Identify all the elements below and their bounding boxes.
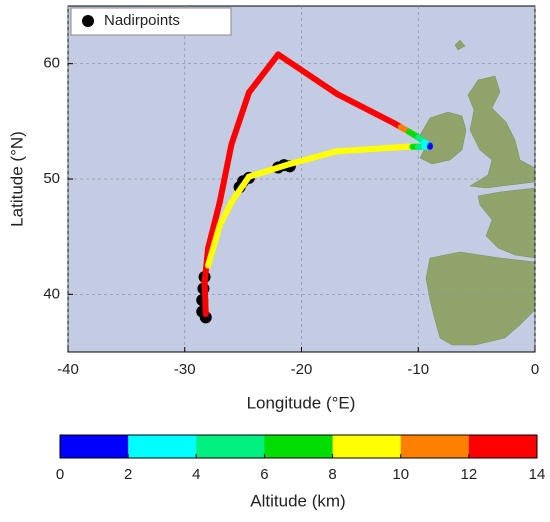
- y-tick-label: 50: [43, 170, 60, 187]
- track-point: [202, 310, 209, 317]
- track-segment: [228, 173, 252, 206]
- track-point: [201, 279, 208, 286]
- legend-label: Nadirpoints: [104, 12, 180, 29]
- track-segment: [205, 222, 223, 269]
- track-segment: [205, 199, 223, 252]
- track-point: [397, 124, 404, 131]
- track-segment: [216, 141, 235, 206]
- colorbar-tick-label: 8: [328, 466, 336, 483]
- track-point: [415, 134, 422, 141]
- track-point: [216, 199, 223, 206]
- y-tick-label: 40: [43, 285, 60, 302]
- track-segment: [286, 148, 340, 168]
- y-tick-label: 60: [43, 55, 60, 72]
- colorbar-tick-label: 4: [192, 466, 200, 483]
- track-point: [228, 141, 235, 148]
- colorbar-tick-label: 6: [260, 466, 268, 483]
- colorbar-tick-label: 10: [392, 466, 409, 483]
- colorbar-frame: [59, 434, 538, 459]
- x-tick-label: -10: [407, 361, 429, 378]
- track-segment: [333, 90, 398, 127]
- track-point: [333, 90, 340, 97]
- track-segment: [216, 199, 235, 229]
- track-point: [333, 148, 340, 155]
- x-axis-label: Longitude (°E): [247, 393, 356, 412]
- colorbar-label: Altitude (km): [250, 491, 345, 510]
- track-point: [245, 89, 252, 96]
- colorbar-cell: [468, 435, 538, 458]
- colorbar-cell: [128, 435, 197, 458]
- track-point: [245, 173, 252, 180]
- track-segment: [201, 279, 209, 317]
- track-point: [409, 143, 416, 150]
- colorbar-cell: [60, 435, 129, 458]
- track-point: [426, 143, 433, 150]
- track-point: [415, 143, 422, 150]
- track-point: [205, 262, 212, 269]
- track-point: [403, 143, 410, 150]
- x-tick-label: -30: [174, 361, 196, 378]
- y-axis-label: Latitude (°N): [7, 131, 26, 227]
- x-tick-label: 0: [531, 361, 539, 378]
- track-segment: [245, 51, 282, 96]
- colorbar-tick-label: 12: [461, 466, 478, 483]
- colorbar-cell: [400, 435, 470, 458]
- track-segment: [245, 161, 293, 180]
- track-segment: [228, 89, 252, 148]
- legend-marker: [82, 15, 94, 27]
- track-segment: [275, 51, 340, 97]
- colorbar-cell: [332, 435, 402, 458]
- track-point: [216, 222, 223, 229]
- colorbar-cell: [196, 435, 265, 458]
- colorbar-cell: [264, 435, 334, 458]
- track-point: [421, 143, 428, 150]
- track-point: [275, 51, 282, 58]
- track-point: [391, 120, 398, 127]
- colorbar-tick-label: 0: [56, 466, 64, 483]
- x-tick-label: -20: [291, 361, 313, 378]
- track-point: [405, 128, 412, 135]
- track-point: [286, 161, 293, 168]
- track-segment: [333, 143, 410, 155]
- track-point: [421, 139, 428, 146]
- colorbar-tick-label: 14: [529, 466, 546, 483]
- land: [419, 39, 535, 346]
- nadir-point: [199, 311, 212, 324]
- track-point: [228, 199, 235, 206]
- colorbar-tick-label: 2: [124, 466, 132, 483]
- legend-box: [70, 7, 232, 36]
- x-tick-label: -40: [57, 361, 79, 378]
